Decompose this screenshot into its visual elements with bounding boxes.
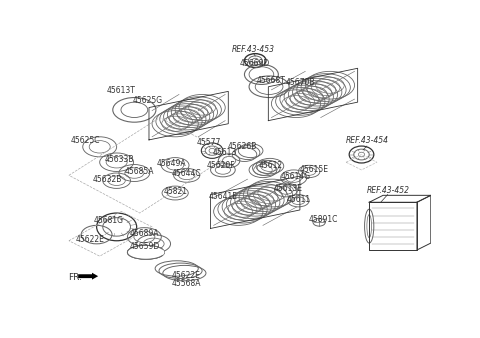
Text: 45620F: 45620F — [206, 161, 235, 170]
Text: REF.43-453: REF.43-453 — [232, 45, 275, 54]
Text: 45670B: 45670B — [285, 78, 315, 88]
Text: 45622E: 45622E — [76, 235, 105, 244]
Text: 45615E: 45615E — [299, 165, 328, 174]
Text: 45685A: 45685A — [125, 167, 155, 176]
Text: 45689A: 45689A — [130, 228, 159, 238]
Text: 45632B: 45632B — [93, 175, 122, 184]
Text: 45625C: 45625C — [71, 136, 101, 145]
Text: 45613T: 45613T — [107, 86, 136, 95]
Ellipse shape — [127, 245, 164, 259]
Text: 45659D: 45659D — [129, 242, 159, 251]
Text: 45626B: 45626B — [228, 142, 257, 151]
FancyArrow shape — [78, 273, 98, 280]
Text: 45644C: 45644C — [171, 169, 201, 178]
Text: 45612: 45612 — [259, 161, 283, 170]
Text: 45577: 45577 — [197, 138, 221, 147]
Text: 45613E: 45613E — [274, 184, 303, 193]
Text: 45668T: 45668T — [256, 76, 285, 85]
Text: 45633B: 45633B — [104, 155, 134, 164]
Text: FR.: FR. — [68, 273, 82, 282]
Text: 45568A: 45568A — [171, 280, 201, 288]
Text: REF.43-454: REF.43-454 — [346, 136, 388, 145]
Text: 45669D: 45669D — [240, 59, 270, 68]
Text: 45681G: 45681G — [94, 216, 124, 225]
Text: 45625G: 45625G — [132, 96, 163, 105]
Text: 45891C: 45891C — [308, 215, 338, 224]
Text: 45821: 45821 — [163, 187, 187, 196]
Text: 45649A: 45649A — [156, 159, 186, 168]
Text: 45641E: 45641E — [208, 192, 238, 200]
Text: 45622E: 45622E — [171, 271, 200, 280]
Text: REF.43-452: REF.43-452 — [367, 186, 410, 195]
Text: 45611: 45611 — [286, 195, 311, 204]
Text: 45614G: 45614G — [281, 172, 311, 180]
Text: 45613: 45613 — [213, 148, 237, 158]
